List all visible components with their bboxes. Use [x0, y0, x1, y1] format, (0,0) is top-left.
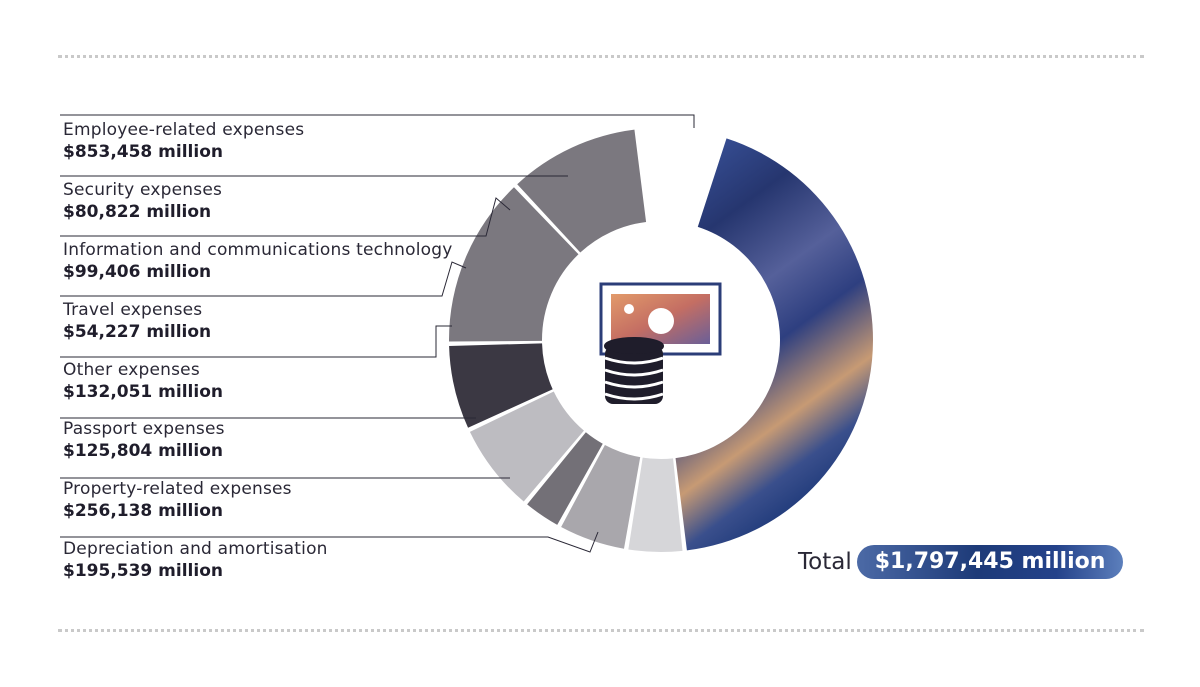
legend-label-3: Information and communications technolog… — [63, 242, 453, 281]
category-value: $195,539 million — [63, 561, 223, 581]
category-value: $256,138 million — [63, 501, 223, 521]
top-divider — [58, 55, 1144, 58]
legend-label-2: Security expenses $80,822 million — [63, 182, 222, 221]
leader-line-3 — [60, 197, 511, 237]
category-value: $99,406 million — [63, 262, 212, 282]
donut-segment-6 — [449, 343, 553, 428]
category-name: Depreciation and amortisation — [63, 539, 328, 559]
leader-line-1 — [60, 114, 695, 128]
category-name: Information and communications technolog… — [63, 240, 453, 260]
total-summary: Total $1,797,445 million — [798, 545, 1124, 579]
category-name: Security expenses — [63, 180, 223, 200]
category-name: Employee-related expenses — [63, 120, 305, 140]
bottom-divider — [58, 629, 1144, 632]
category-name: Travel expenses — [63, 300, 203, 320]
legend-label-4: Travel expenses $54,227 million — [63, 302, 211, 341]
legend-label-1: Employee-related expenses $853,458 millio… — [63, 122, 304, 161]
donut-segment-1 — [675, 138, 874, 551]
donut-segment-4 — [527, 432, 603, 525]
category-value: $853,458 million — [63, 142, 223, 162]
category-value: $54,227 million — [63, 322, 212, 342]
donut-segment-8 — [517, 129, 647, 253]
legend-label-8: Depreciation and amortisation $195,539 mi… — [63, 541, 328, 580]
donut-segment-3 — [561, 444, 641, 549]
legend-label-7: Property-related expenses $256,138 millio… — [63, 481, 292, 520]
donut-segment-5 — [469, 391, 584, 502]
leader-line-5 — [60, 325, 452, 358]
leader-line-8 — [60, 531, 599, 553]
category-value: $80,822 million — [63, 202, 212, 222]
category-name: Other expenses — [63, 360, 200, 380]
donut-segment-7 — [448, 187, 579, 342]
donut-segment-2 — [628, 457, 683, 552]
money-icon — [599, 282, 722, 404]
category-value: $125,804 million — [63, 441, 223, 461]
category-value: $132,051 million — [63, 382, 223, 402]
category-name: Passport expenses — [63, 419, 225, 439]
legend-label-6: Passport expenses $125,804 million — [63, 421, 225, 460]
leader-line-4 — [60, 261, 467, 297]
category-name: Property-related expenses — [63, 479, 292, 499]
total-word: Total — [798, 549, 852, 575]
legend-label-5: Other expenses $132,051 million — [63, 362, 223, 401]
total-value-badge: $1,797,445 million — [856, 545, 1124, 579]
